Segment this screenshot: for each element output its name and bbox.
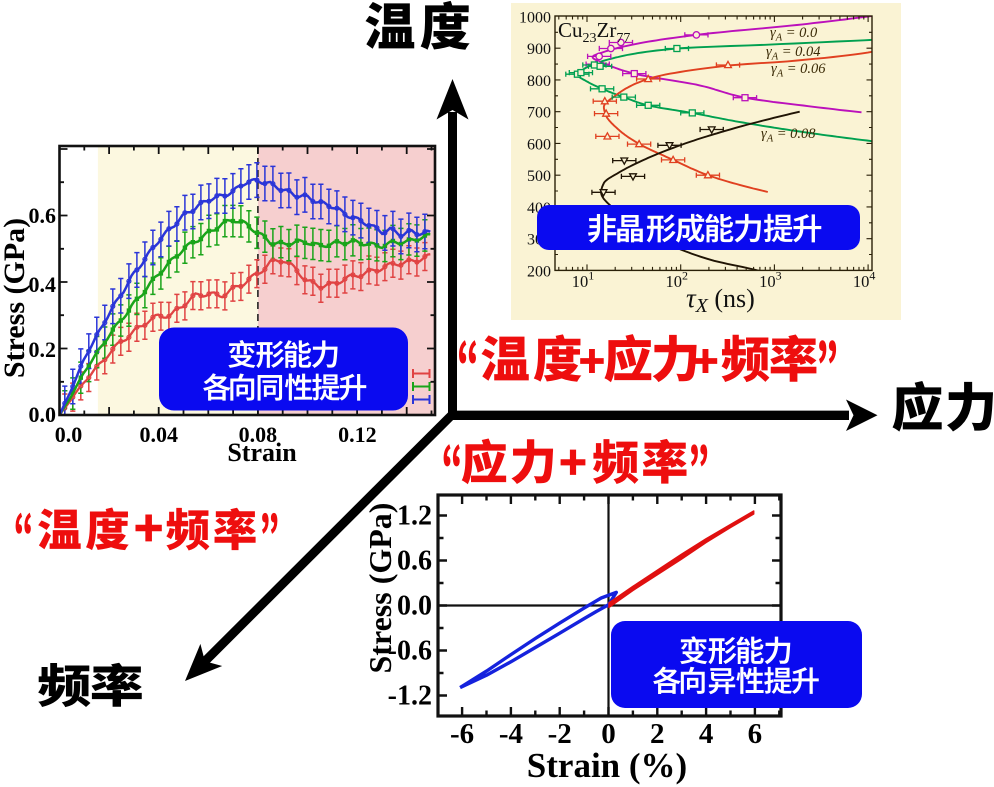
svg-text:γA = 0.04: γA = 0.04: [766, 44, 821, 63]
svg-text:600: 600: [527, 136, 551, 153]
svg-text:0.08: 0.08: [239, 422, 278, 447]
svg-text:0.6: 0.6: [29, 203, 57, 228]
svg-text:-6: -6: [450, 718, 474, 750]
svg-text:Stress (GPa): Stress (GPa): [362, 503, 398, 674]
svg-text:0.4: 0.4: [29, 272, 57, 297]
svg-text:500: 500: [527, 168, 551, 185]
svg-text:0: 0: [601, 718, 616, 750]
svg-text:1000: 1000: [519, 9, 551, 26]
svg-text:0.2: 0.2: [29, 337, 57, 362]
svg-text:-4: -4: [499, 718, 523, 750]
svg-text:-1.2: -1.2: [388, 681, 432, 712]
svg-text:-0.6: -0.6: [388, 636, 432, 667]
svg-text:0.04: 0.04: [139, 422, 178, 447]
svg-text:1.2: 1.2: [397, 501, 432, 532]
svg-text:200: 200: [527, 263, 551, 280]
svg-text:4: 4: [699, 718, 714, 750]
svg-text:700: 700: [527, 105, 551, 122]
svg-text:0.12: 0.12: [338, 422, 377, 447]
svg-text:0.6: 0.6: [397, 546, 432, 577]
svg-text:-2: -2: [548, 718, 572, 750]
svg-text:γA = 0.08: γA = 0.08: [761, 126, 816, 145]
svg-text:2: 2: [650, 718, 665, 750]
svg-text:γA = 0.0: γA = 0.0: [770, 25, 818, 44]
svg-text:900: 900: [527, 41, 551, 58]
svg-text:6: 6: [748, 718, 763, 750]
svg-text:Stress (GPa): Stress (GPa): [0, 218, 31, 378]
svg-text:0.0: 0.0: [397, 591, 432, 622]
svg-text:0.0: 0.0: [29, 402, 57, 427]
svg-text:800: 800: [527, 73, 551, 90]
svg-text:Strain: Strain: [227, 438, 297, 467]
svg-text:0.0: 0.0: [55, 422, 83, 447]
svg-text:γA = 0.06: γA = 0.06: [771, 61, 826, 80]
svg-text:Strain (%): Strain (%): [527, 746, 687, 785]
